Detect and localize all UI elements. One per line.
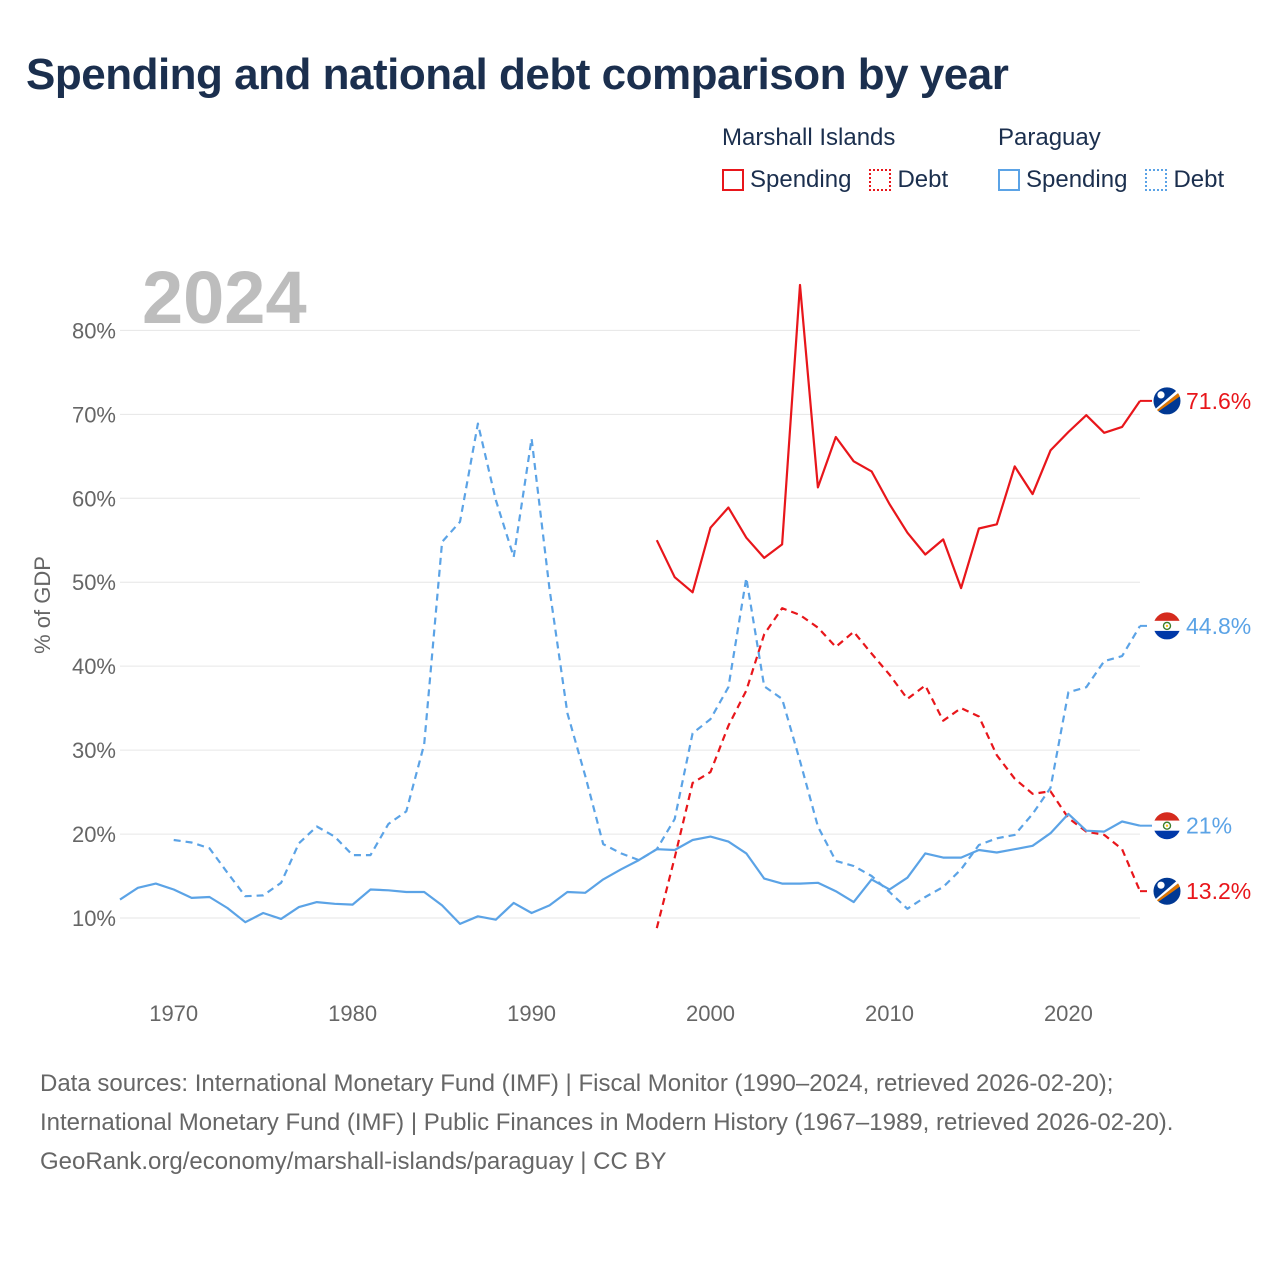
solid-swatch-icon	[998, 169, 1020, 191]
footer-sources: Data sources: International Monetary Fun…	[40, 1070, 1174, 1136]
legend-item-label: Spending	[750, 166, 852, 193]
x-tick-label: 1970	[149, 1001, 198, 1026]
series-line-paraguay-debt[interactable]	[173, 422, 1141, 910]
dotted-swatch-icon	[869, 169, 892, 191]
legend-group-name: Marshall Islands	[722, 124, 896, 151]
legend-item-label: Debt	[897, 166, 949, 193]
year-label: 2024	[142, 256, 307, 339]
x-tick-label: 1990	[507, 1001, 556, 1026]
x-tick-label: 2020	[1044, 1001, 1093, 1026]
marshall-islands-flag-icon	[1152, 386, 1182, 416]
end-value-label: 44.8%	[1186, 613, 1251, 639]
y-tick-label: 60%	[72, 486, 116, 511]
legend-group-name: Paraguay	[998, 124, 1101, 151]
solid-swatch-icon	[722, 169, 744, 191]
chart-title: Spending and national debt comparison by…	[26, 50, 1009, 99]
legend-group-paraguay: Paraguay Spending Debt	[998, 124, 1224, 194]
legend-item-marshall-spending[interactable]: Spending	[722, 166, 851, 194]
series-line-paraguay-spending[interactable]	[119, 812, 1141, 925]
y-tick-label: 70%	[72, 402, 116, 427]
legend-item-marshall-debt[interactable]: Debt	[869, 166, 948, 194]
legend-item-label: Spending	[1026, 166, 1128, 193]
x-tick-label: 2010	[865, 1001, 914, 1026]
x-tick-label: 2000	[686, 1001, 735, 1026]
footer: Data sources: International Monetary Fun…	[40, 1064, 1240, 1181]
y-tick-label: 40%	[72, 654, 116, 679]
series-line-marshall-islands-debt[interactable]	[655, 607, 1142, 929]
paraguay-flag-icon	[1152, 611, 1182, 641]
legend-item-label: Debt	[1173, 166, 1225, 193]
y-tick-label: 50%	[72, 570, 116, 595]
footer-credit[interactable]: GeoRank.org/economy/marshall-islands/par…	[40, 1148, 667, 1175]
end-value-label: 13.2%	[1186, 878, 1251, 904]
y-tick-label: 30%	[72, 738, 116, 763]
series-line-marshall-islands-spending[interactable]	[655, 283, 1141, 594]
end-value-label: 71.6%	[1186, 388, 1251, 414]
x-tick-label: 1980	[328, 1001, 377, 1026]
paraguay-flag-icon	[1152, 811, 1182, 841]
y-tick-label: 20%	[72, 822, 116, 847]
line-chart: 2024 10% 20% 30% 40% 50% 60% 70% 80% 1970 1980 199…	[30, 256, 1251, 1026]
end-value-label: 21%	[1186, 813, 1232, 839]
legend-item-paraguay-spending[interactable]: Spending	[998, 166, 1127, 194]
y-tick-label: 10%	[72, 906, 116, 931]
legend-group-marshall-islands: Marshall Islands Spending Debt	[722, 124, 948, 194]
y-axis-title: % of GDP	[30, 556, 55, 654]
dotted-swatch-icon	[1145, 169, 1168, 191]
marshall-islands-flag-icon	[1152, 876, 1182, 906]
y-tick-label: 80%	[72, 318, 116, 343]
legend-item-paraguay-debt[interactable]: Debt	[1145, 166, 1224, 194]
